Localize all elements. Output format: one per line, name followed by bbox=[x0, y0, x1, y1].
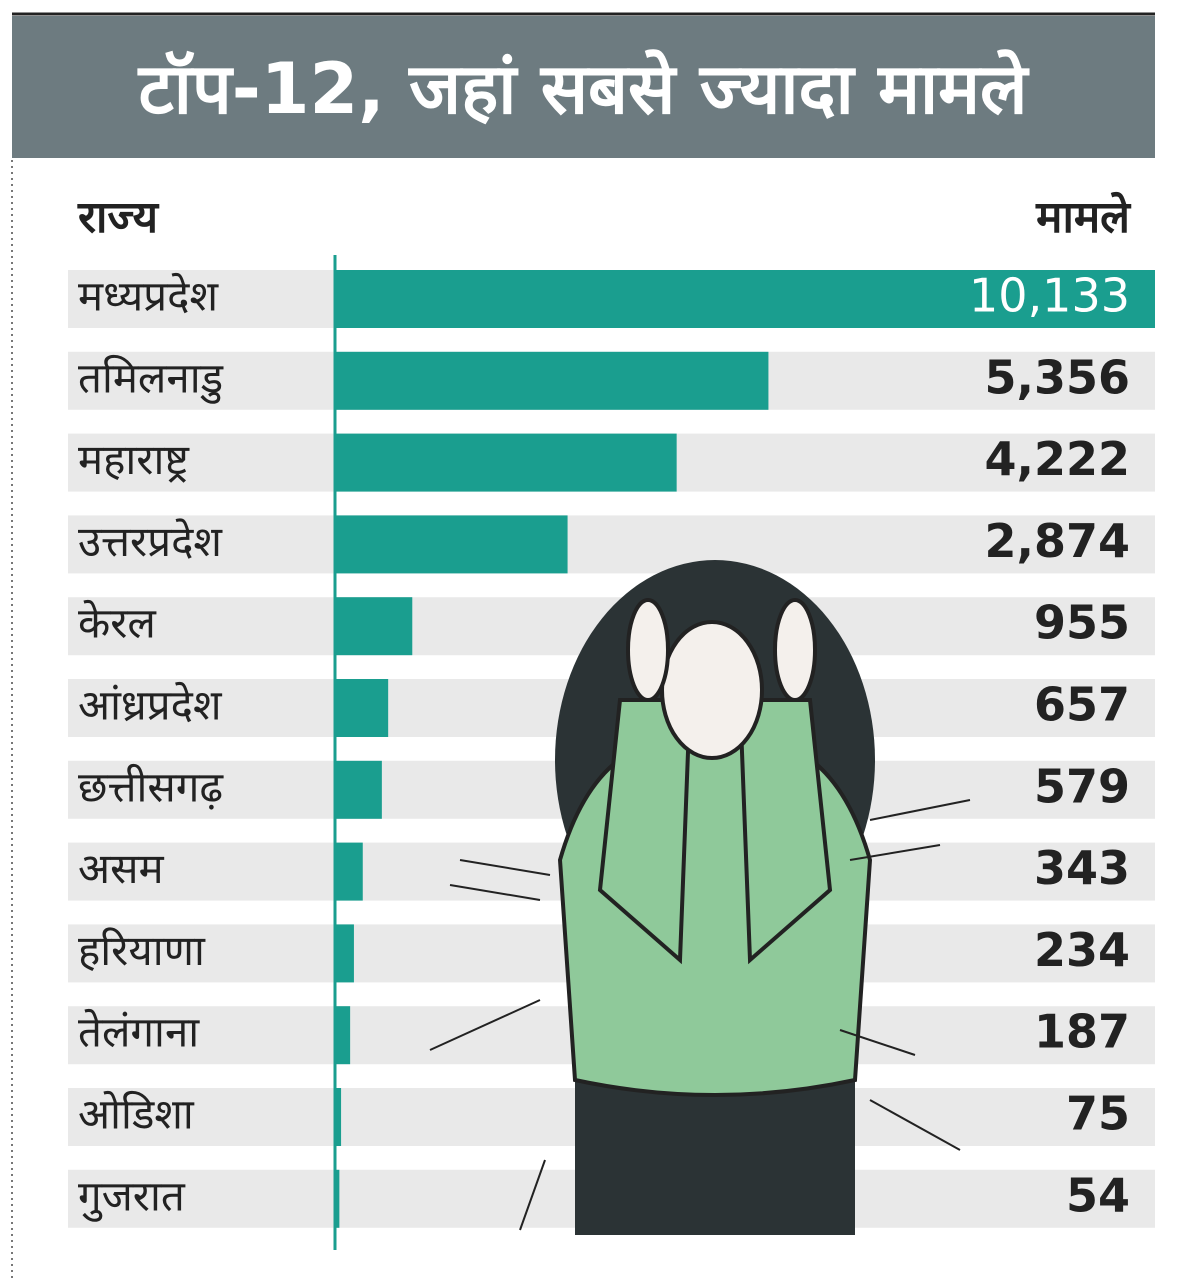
bar bbox=[335, 760, 382, 819]
value-header: मामले bbox=[1035, 191, 1132, 243]
category-label: ओडिशा bbox=[78, 1090, 195, 1139]
category-label: तमिलनाडु bbox=[78, 353, 224, 404]
bar bbox=[335, 351, 769, 410]
category-label: हरियाणा bbox=[78, 926, 206, 975]
title-bar bbox=[12, 16, 1155, 158]
category-label: छत्तीसगढ़ bbox=[78, 762, 224, 811]
bar bbox=[335, 1088, 342, 1146]
category-label: केरल bbox=[78, 599, 157, 648]
category-label: आंध्रप्रदेश bbox=[78, 681, 223, 730]
bar bbox=[335, 842, 363, 901]
category-label: असम bbox=[78, 844, 164, 893]
bar bbox=[335, 679, 389, 737]
bar bbox=[335, 433, 677, 492]
value-label: 54 bbox=[1066, 1168, 1130, 1222]
value-labels: 10,133 5,356 4,222 2,874 955 657 579 343 234 187 7… bbox=[969, 269, 1130, 1223]
bar bbox=[335, 1169, 340, 1228]
value-label: 579 bbox=[1034, 759, 1130, 813]
value-label: 187 bbox=[1034, 1005, 1130, 1059]
bar bbox=[335, 515, 568, 574]
value-label: 4,222 bbox=[984, 432, 1130, 486]
value-label: 343 bbox=[1034, 841, 1130, 895]
category-label: तेलंगाना bbox=[78, 1008, 200, 1057]
value-label: 75 bbox=[1066, 1087, 1130, 1141]
category-header: राज्य bbox=[77, 192, 160, 243]
bar bbox=[335, 924, 354, 983]
value-label: 955 bbox=[1034, 596, 1130, 650]
bar bbox=[335, 1006, 351, 1065]
row-background bbox=[68, 515, 1155, 574]
category-label: महाराष्ट्र bbox=[78, 435, 190, 484]
category-label: गुजरात bbox=[78, 1171, 186, 1222]
value-label: 5,356 bbox=[984, 350, 1130, 404]
illustration bbox=[429, 560, 971, 1235]
bar bbox=[335, 597, 413, 656]
category-label: उत्तरप्रदेश bbox=[78, 517, 223, 566]
category-label: मध्यप्रदेश bbox=[78, 272, 219, 321]
value-label: 657 bbox=[1034, 678, 1130, 732]
value-label: 10,133 bbox=[969, 269, 1130, 323]
value-label: 234 bbox=[1034, 923, 1130, 977]
chart-title: टॉप-12, जहां सबसे ज्यादा मामले bbox=[137, 48, 1030, 130]
value-label: 2,874 bbox=[984, 514, 1130, 568]
bar bbox=[335, 270, 1155, 328]
